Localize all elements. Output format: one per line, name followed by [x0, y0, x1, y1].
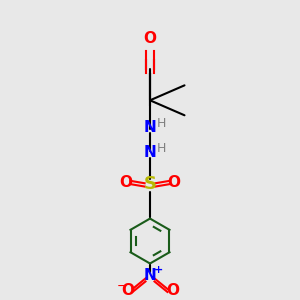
Text: N: N [144, 268, 156, 283]
Text: N: N [144, 145, 156, 160]
Text: O: O [121, 283, 134, 298]
Text: S: S [143, 175, 157, 193]
Text: H: H [157, 142, 166, 155]
Text: +: + [154, 266, 163, 275]
Text: O: O [166, 283, 179, 298]
Text: H: H [157, 118, 166, 130]
Text: −: − [116, 280, 127, 292]
Text: O: O [167, 175, 181, 190]
Text: O: O [119, 175, 133, 190]
Text: N: N [144, 120, 156, 135]
Text: O: O [143, 32, 157, 46]
